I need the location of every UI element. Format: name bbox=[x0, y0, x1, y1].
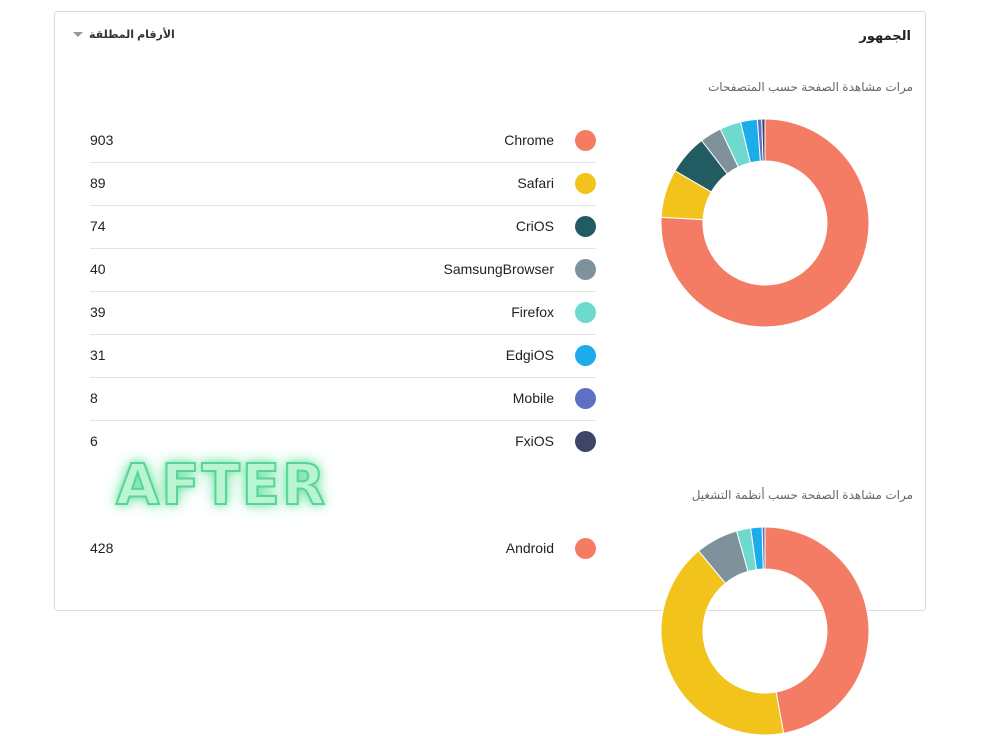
legend-count: 31 bbox=[90, 347, 106, 363]
legend-label: Safari bbox=[517, 175, 554, 191]
legend-color-dot bbox=[575, 216, 596, 237]
legend-row-samsungbrowser: 40 SamsungBrowser bbox=[90, 249, 596, 292]
legend-color-dot bbox=[575, 130, 596, 151]
legend-label: SamsungBrowser bbox=[443, 261, 555, 277]
legend-count: 89 bbox=[90, 175, 106, 191]
donut-slice bbox=[761, 526, 766, 570]
legend-count: 8 bbox=[90, 390, 98, 406]
metric-dropdown[interactable]: الأرقام المطلقة bbox=[73, 28, 175, 41]
os-section-title: مرات مشاهدة الصفحة حسب أنظمة التشغيل bbox=[691, 488, 913, 502]
legend-count: 74 bbox=[90, 218, 106, 234]
legend-color-dot bbox=[575, 259, 596, 280]
legend-count: 428 bbox=[90, 540, 114, 556]
os-donut-chart bbox=[660, 526, 870, 736]
legend-label: Firefox bbox=[511, 304, 554, 320]
legend-label: Chrome bbox=[504, 132, 554, 148]
legend-row-crios: 74 CriOS bbox=[90, 206, 596, 249]
after-watermark: AFTER bbox=[115, 452, 328, 519]
donut-slice bbox=[764, 526, 870, 734]
legend-color-dot bbox=[575, 345, 596, 366]
metric-dropdown-label: الأرقام المطلقة bbox=[89, 29, 175, 41]
legend-row-edgios: 31 EdgiOS bbox=[90, 335, 596, 378]
legend-count: 903 bbox=[90, 132, 114, 148]
legend-count: 40 bbox=[90, 261, 106, 277]
browsers-section-title: مرات مشاهدة الصفحة حسب المتصفحات bbox=[708, 80, 913, 94]
legend-label: EdgiOS bbox=[505, 347, 554, 363]
legend-color-dot bbox=[575, 538, 596, 559]
legend-label: Android bbox=[505, 540, 554, 556]
donut-slice bbox=[660, 118, 870, 328]
browsers-donut-chart bbox=[660, 118, 870, 328]
chevron-down-icon bbox=[73, 32, 83, 37]
legend-color-dot bbox=[575, 388, 596, 409]
os-legend: 428 Android bbox=[90, 528, 596, 571]
audience-card: الجمهور الأرقام المطلقة مرات مشاهدة الصف… bbox=[54, 11, 926, 736]
legend-row-android: 428 Android bbox=[90, 528, 596, 571]
legend-row-mobile: 8 Mobile bbox=[90, 378, 596, 421]
legend-color-dot bbox=[575, 302, 596, 323]
legend-row-fxios: 6 FxiOS bbox=[90, 421, 596, 464]
legend-label: Mobile bbox=[512, 390, 554, 406]
legend-row-chrome: 903 Chrome bbox=[90, 120, 596, 163]
legend-label: FxiOS bbox=[515, 433, 554, 449]
legend-count: 39 bbox=[90, 304, 106, 320]
legend-row-firefox: 39 Firefox bbox=[90, 292, 596, 335]
card-title: الجمهور bbox=[859, 28, 911, 43]
legend-count: 6 bbox=[90, 433, 98, 449]
browsers-legend: 903 Chrome 89 Safari 74 CriOS 40 SamsungBrowser… bbox=[90, 120, 596, 464]
legend-label: CriOS bbox=[515, 218, 554, 234]
legend-row-safari: 89 Safari bbox=[90, 163, 596, 206]
legend-color-dot bbox=[575, 173, 596, 194]
donut-slice bbox=[761, 118, 766, 162]
legend-color-dot bbox=[575, 431, 596, 452]
